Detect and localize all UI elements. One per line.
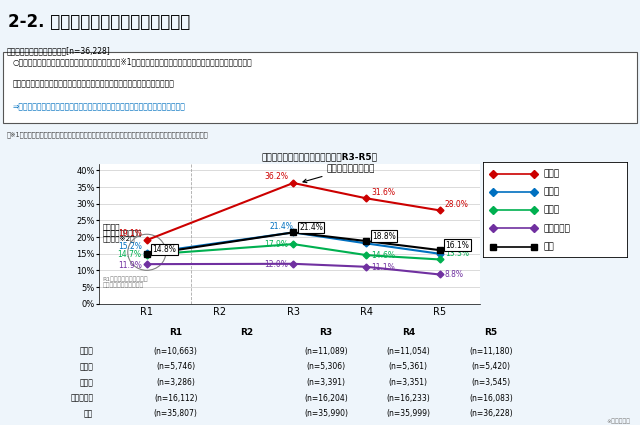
Text: 21.4%: 21.4%: [299, 223, 323, 232]
Text: 14.7%: 14.7%: [118, 250, 141, 259]
Text: 15.0%: 15.0%: [445, 244, 469, 252]
Text: 18.1%: 18.1%: [372, 233, 396, 242]
Text: （※1）雇用型就業者のうち、各調査年度において直近１年間にテレワークを実施しているテレワーカーの割合: （※1）雇用型就業者のうち、各調査年度において直近１年間にテレワークを実施してい…: [6, 131, 208, 138]
Text: 28.0%: 28.0%: [445, 200, 468, 209]
Text: (n=5,361): (n=5,361): [389, 362, 428, 371]
Text: (n=11,054): (n=11,054): [387, 347, 430, 356]
Text: 11.1%: 11.1%: [372, 263, 396, 272]
Text: ⇒従前よりは高い水準となっているものの、コロナ禍からのより戻しが見られる。: ⇒従前よりは高い水準となっているものの、コロナ禍からのより戻しが見られる。: [13, 103, 186, 112]
Text: 首都圏: 首都圏: [544, 170, 560, 178]
Text: 雇用型テレワーカー: 雇用型テレワーカー: [103, 230, 142, 236]
Text: (n=3,545): (n=3,545): [471, 378, 510, 387]
Text: (n=5,746): (n=5,746): [156, 362, 195, 371]
Text: 8.8%: 8.8%: [445, 270, 464, 280]
Text: 直近１年の実施率推測値: 直近１年の実施率推測値: [103, 282, 144, 288]
Text: 36.2%: 36.2%: [264, 172, 288, 181]
Text: (n=5,306): (n=5,306): [307, 362, 346, 371]
Text: (n=10,663): (n=10,663): [154, 347, 198, 356]
Text: (n=11,180): (n=11,180): [469, 347, 513, 356]
Text: 中京圏: 中京圏: [544, 206, 560, 215]
FancyBboxPatch shape: [3, 52, 637, 123]
Text: 近畿圏: 近畿圏: [544, 187, 560, 197]
Text: 13.3%: 13.3%: [445, 249, 469, 258]
Text: 2-2. 直近１年間のテレワーク実施率: 2-2. 直近１年間のテレワーク実施率: [8, 13, 190, 31]
Text: 16.1%: 16.1%: [445, 241, 470, 249]
Text: (n=3,286): (n=3,286): [156, 378, 195, 387]
Text: R1: R1: [169, 328, 182, 337]
Text: R3: R3: [319, 328, 332, 337]
Text: (n=16,233): (n=16,233): [387, 394, 430, 402]
Text: 19.1%: 19.1%: [118, 229, 141, 238]
Text: 12.0%: 12.0%: [264, 261, 288, 269]
Text: 18.8%: 18.8%: [372, 232, 396, 241]
Text: 地方都市圏: 地方都市圏: [544, 224, 570, 233]
Text: (n=36,228): (n=36,228): [469, 409, 513, 418]
Text: R2: R2: [240, 328, 253, 337]
Text: 行前時点のテレワークをしたことのある人の割合と比べて高い水準を維持。: 行前時点のテレワークをしたことのある人の割合と比べて高い水準を維持。: [13, 79, 175, 88]
Text: (n=16,083): (n=16,083): [469, 394, 513, 402]
Text: 15.2%: 15.2%: [118, 242, 141, 252]
Text: ※総務省調査: ※総務省調査: [607, 419, 630, 424]
Text: 【参考】: 【参考】: [103, 224, 120, 230]
Text: 17.9%: 17.9%: [264, 240, 288, 249]
Text: 14.8%: 14.8%: [153, 245, 177, 254]
Text: (n=35,807): (n=35,807): [154, 409, 198, 418]
Text: 14.6%: 14.6%: [372, 251, 396, 260]
Text: 直近１年間の実施率: 直近１年間の実施率: [303, 164, 374, 183]
Text: 31.6%: 31.6%: [372, 188, 396, 197]
Text: ○コロナ禍以降の直近１年間のテレワーク実施率（※1）は、どの地域も減少しているが、全国平均ではコロナ流: ○コロナ禍以降の直近１年間のテレワーク実施率（※1）は、どの地域も減少しているが…: [13, 57, 252, 66]
Text: (n=5,420): (n=5,420): [471, 362, 510, 371]
Text: R1年度調査時点における: R1年度調査時点における: [103, 277, 148, 282]
Text: 中京圏: 中京圏: [79, 378, 93, 387]
Text: (n=35,990): (n=35,990): [304, 409, 348, 418]
Text: (n=16,204): (n=16,204): [304, 394, 348, 402]
Text: (n=35,999): (n=35,999): [387, 409, 430, 418]
Text: (n=11,089): (n=11,089): [304, 347, 348, 356]
Text: 11.9%: 11.9%: [118, 261, 141, 270]
Text: 近畿圏: 近畿圏: [79, 362, 93, 371]
Text: R4: R4: [402, 328, 415, 337]
Text: 21.4%: 21.4%: [270, 222, 294, 231]
Text: 首都圏: 首都圏: [79, 347, 93, 356]
Text: の割合（※2）: の割合（※2）: [103, 236, 136, 242]
Text: R5: R5: [484, 328, 497, 337]
Text: (n=3,391): (n=3,391): [307, 378, 346, 387]
Text: 直近１年間のテレワーク実施率【R3-R5】: 直近１年間のテレワーク実施率【R3-R5】: [262, 152, 378, 161]
Text: (n=16,112): (n=16,112): [154, 394, 198, 402]
Text: (n=3,351): (n=3,351): [389, 378, 428, 387]
Text: 全国: 全国: [84, 409, 93, 418]
Text: 全国: 全国: [544, 242, 554, 251]
Text: 【設問対象者】雇用型就業者[n=36,228]: 【設問対象者】雇用型就業者[n=36,228]: [6, 47, 110, 56]
Text: 地方都市圏: 地方都市圏: [70, 394, 93, 402]
